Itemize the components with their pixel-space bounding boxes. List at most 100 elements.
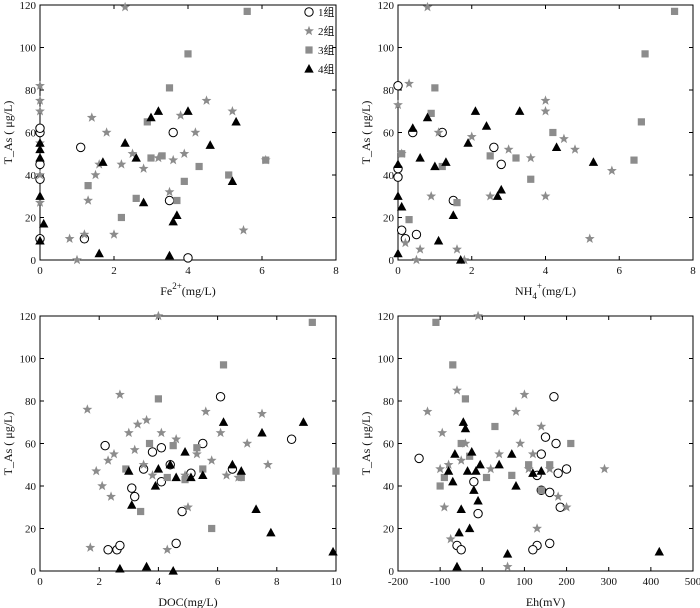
- x-tick-label: 300: [600, 576, 617, 588]
- data-point-group4: [430, 161, 440, 171]
- legend-label-group3: 3组: [318, 43, 335, 57]
- data-point-group2: [200, 406, 211, 416]
- data-point-group2: [141, 414, 152, 425]
- data-point-group2: [168, 154, 179, 165]
- x-tick-label: 400: [643, 576, 660, 588]
- data-point-group3: [225, 171, 233, 179]
- x-axis-title-main: Eh: [526, 595, 539, 608]
- data-point-group3: [193, 444, 201, 452]
- data-point-group2: [156, 427, 167, 438]
- x-tick-label: 6: [617, 265, 623, 277]
- data-point-group2: [215, 427, 226, 438]
- y-tick-label: 40: [383, 170, 395, 182]
- y-tick-label: 40: [25, 481, 37, 493]
- x-tick-label: 10: [331, 576, 343, 588]
- data-point-group4: [153, 464, 164, 473]
- x-tick-label: -100: [430, 576, 451, 588]
- data-point-group4: [463, 138, 473, 147]
- data-point-group4: [448, 476, 458, 486]
- y-tick-label: 20: [383, 524, 395, 536]
- data-point-group2: [599, 463, 610, 474]
- data-point-group2: [559, 133, 569, 144]
- data-point-group1: [528, 545, 538, 555]
- data-point-group4: [507, 449, 517, 458]
- data-point-group2: [263, 459, 273, 469]
- x-axis-title-subscript: 4: [532, 291, 537, 301]
- data-point-group4: [298, 417, 309, 426]
- data-point-group4: [164, 250, 175, 260]
- data-point-group4: [511, 481, 521, 490]
- data-point-group4: [464, 523, 475, 533]
- data-point-group2: [532, 523, 542, 533]
- y-tick-label: 120: [20, 311, 37, 323]
- data-point-group2: [85, 542, 96, 552]
- data-point-group4: [494, 459, 504, 469]
- data-point-group4: [127, 500, 137, 509]
- data-point-group2: [201, 95, 212, 105]
- x-axis-title-unit: (mg/L): [182, 284, 216, 298]
- y-tick-label: 60: [25, 128, 37, 140]
- x-axis-title-main: Fe: [160, 284, 172, 298]
- data-point-group4: [35, 153, 45, 162]
- data-point-group3: [525, 461, 533, 469]
- data-point-group2: [540, 191, 551, 201]
- data-point-group2: [109, 229, 119, 239]
- legend-marker-group1: [304, 7, 314, 17]
- data-point-group2: [86, 112, 97, 122]
- y-axis-title: T_As ( μg/L): [1, 101, 15, 165]
- data-point-group4: [138, 197, 149, 207]
- x-axis-title: DOC(mg/L): [158, 595, 217, 608]
- data-point-group2: [238, 225, 249, 235]
- data-point-group2: [175, 110, 186, 120]
- x-tick-label: 2: [469, 265, 475, 277]
- data-point-group2: [503, 144, 514, 154]
- data-point-group1: [171, 538, 181, 549]
- data-point-group2: [584, 233, 595, 243]
- data-point-group2: [502, 561, 513, 571]
- data-point-group3: [154, 395, 162, 403]
- x-tick-label: 500: [685, 576, 700, 588]
- data-point-group4: [168, 566, 178, 575]
- data-point-group1: [545, 487, 555, 498]
- data-point-group1: [540, 432, 551, 442]
- data-point-group2: [123, 427, 134, 438]
- data-point-group1: [469, 477, 479, 487]
- x-tick-label: 4: [156, 576, 162, 588]
- data-point-group4: [183, 106, 193, 115]
- data-point-group3: [436, 482, 444, 490]
- y-tick-label: 100: [378, 354, 395, 366]
- x-axis-title-main: NH: [515, 284, 533, 298]
- data-point-group3: [262, 156, 270, 164]
- data-point-group4: [251, 504, 261, 513]
- data-point-group4: [227, 459, 238, 469]
- data-point-group1: [103, 545, 113, 555]
- x-tick-label: -200: [388, 576, 409, 588]
- legend-marker-group3: [305, 46, 313, 54]
- legend-label-group4: 4组: [318, 62, 335, 76]
- data-point-group3: [461, 395, 470, 403]
- data-point-group4: [514, 106, 525, 115]
- series-group4: [35, 106, 241, 260]
- data-point-group1: [215, 392, 226, 402]
- x-tick-label: 4: [185, 265, 191, 277]
- data-point-group4: [393, 159, 403, 168]
- data-point-group1: [414, 453, 424, 464]
- y-axis-title: T_As ( μg/L): [1, 412, 15, 476]
- data-point-group2: [129, 444, 140, 455]
- x-axis-title-unit: (mg/L): [184, 595, 218, 608]
- x-tick-label: 200: [558, 576, 575, 588]
- data-point-group1: [100, 440, 110, 451]
- data-point-group2: [138, 163, 149, 173]
- data-point-group4: [393, 191, 403, 200]
- data-point-group1: [393, 172, 403, 182]
- series-group2: [393, 1, 617, 265]
- data-point-group3: [163, 473, 171, 482]
- data-point-group2: [83, 195, 93, 205]
- data-point-group2: [106, 491, 116, 501]
- y-tick-label: 120: [20, 0, 37, 12]
- x-axis-title-main: DOC: [158, 595, 183, 608]
- data-point-group4: [433, 235, 444, 245]
- data-point-group2: [164, 186, 175, 197]
